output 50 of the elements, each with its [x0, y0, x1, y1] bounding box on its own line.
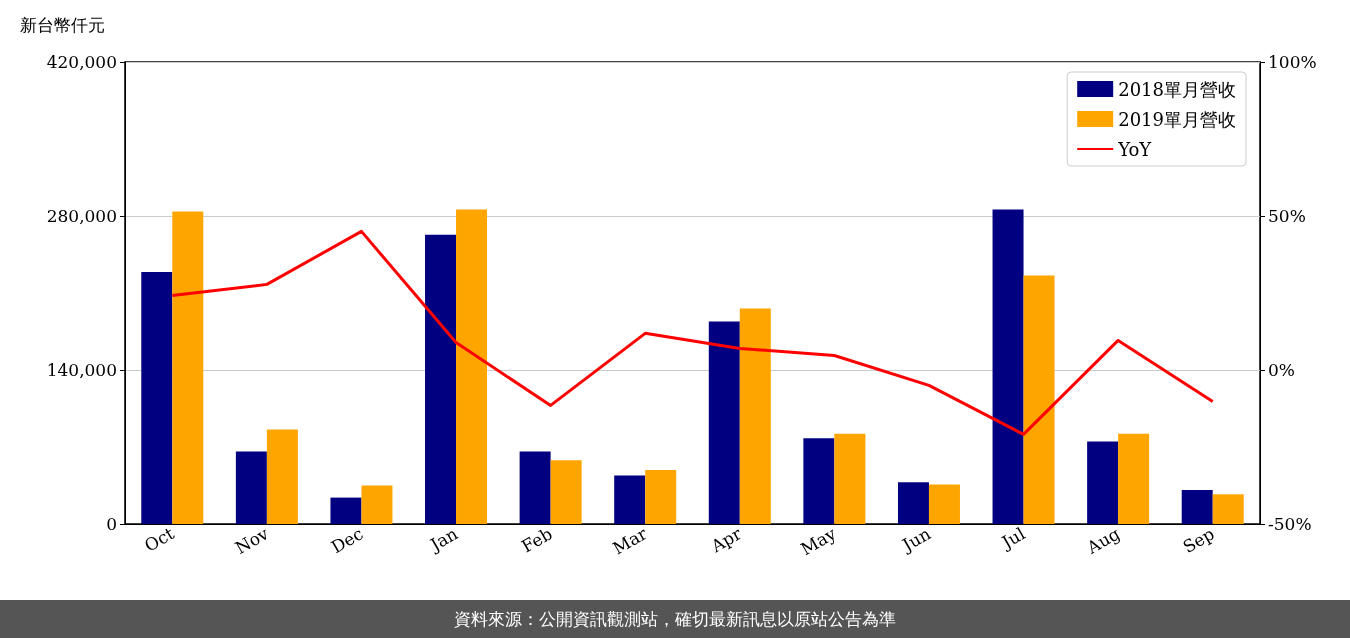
x-tick-label: May	[797, 523, 840, 560]
source-note: 資料來源：公開資訊觀測站，確切最新訊息以原站公告為準	[0, 600, 1350, 638]
y2-tick-label: 0%	[1268, 360, 1295, 380]
bar	[739, 308, 771, 524]
bar	[708, 321, 740, 524]
x-tick-label: Feb	[518, 523, 556, 557]
legend-label: 2019單月營收	[1118, 108, 1236, 130]
x-tick-label: Sep	[1179, 523, 1218, 557]
y2-tick-label: -50%	[1268, 514, 1312, 534]
x-tick-label: Oct	[141, 523, 178, 556]
x-tick-label: Jul	[996, 523, 1029, 554]
bar	[330, 497, 362, 524]
x-tick-label: Jun	[897, 523, 935, 556]
line-series	[170, 229, 1215, 436]
x-tick-label: Nov	[231, 523, 273, 558]
y-tick-label: 140,000	[46, 360, 117, 380]
bar	[235, 451, 267, 524]
bar	[361, 485, 393, 524]
y-axis-title: 新台幣仟元	[20, 14, 105, 35]
x-tick-label: Jan	[425, 523, 462, 556]
bar	[645, 470, 677, 524]
bar	[1118, 433, 1150, 524]
y-tick-label: 420,000	[46, 52, 117, 72]
x-tick-label: Mar	[609, 522, 651, 559]
bar	[172, 211, 204, 524]
bar	[519, 451, 551, 524]
x-tick-label: Dec	[327, 523, 367, 558]
legend-label: YoY	[1117, 138, 1153, 160]
bar	[1212, 494, 1244, 524]
bar	[928, 484, 960, 524]
bar	[897, 482, 929, 524]
bar	[834, 433, 866, 524]
legend-label: 2018單月營收	[1118, 78, 1236, 100]
bar	[425, 234, 457, 524]
x-tick-label: Aug	[1082, 523, 1124, 559]
bar	[1181, 489, 1213, 524]
bar	[803, 438, 835, 524]
y-tick-label: 280,000	[46, 206, 117, 226]
y2-tick-label: 100%	[1268, 52, 1317, 72]
bar	[550, 460, 582, 524]
bar	[141, 272, 173, 524]
bar	[266, 429, 298, 524]
x-tick-label: Apr	[706, 522, 746, 557]
y-tick-label: 0	[106, 514, 117, 534]
bar	[614, 475, 646, 524]
bar	[1023, 275, 1055, 524]
bar	[456, 209, 488, 524]
bar	[1087, 441, 1119, 524]
bar	[992, 209, 1024, 524]
y2-tick-label: 50%	[1268, 206, 1306, 226]
